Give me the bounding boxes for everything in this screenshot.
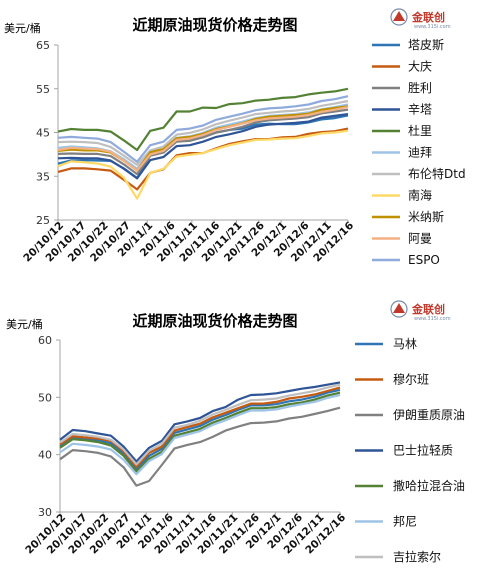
series-line-邦尼 bbox=[59, 393, 341, 476]
series-line-阿曼 bbox=[57, 106, 349, 172]
y-tick-label: 60 bbox=[38, 334, 52, 347]
series-line-南海 bbox=[57, 129, 349, 200]
legend-label: 南海 bbox=[408, 188, 432, 203]
series-line-辛塔 bbox=[57, 113, 349, 180]
logo-1: 金联创 www.315i.com bbox=[390, 8, 451, 30]
logo-1-subtext: www.315i.com bbox=[414, 24, 451, 30]
legend-label: 布伦特Dtd bbox=[408, 166, 466, 181]
y-tick-label: 35 bbox=[36, 170, 50, 183]
legend-label: 杜里 bbox=[408, 123, 432, 138]
logo-2: 金联创 www.315i.com bbox=[390, 300, 451, 322]
legend-label: 米纳斯 bbox=[408, 210, 444, 224]
legend-label: 邦尼 bbox=[393, 515, 417, 529]
series-line-杜里 bbox=[57, 87, 349, 152]
logo-1-mark-icon bbox=[393, 11, 405, 21]
chart-2-svg: 近期原油现货价格走势图 美元/桶 金联创 www.315i.com 30 40 50… bbox=[6, 300, 465, 564]
logo-1-text: 金联创 bbox=[411, 10, 445, 24]
legend-label: 吉拉索尔 bbox=[393, 549, 441, 564]
legend-label: 伊朗重质原油 bbox=[393, 408, 465, 422]
series-line-巴士拉轻质 bbox=[59, 381, 341, 463]
series-line-胜利 bbox=[57, 108, 349, 176]
legend-label: 胜利 bbox=[408, 80, 432, 95]
y-tick-label: 65 bbox=[36, 39, 50, 52]
chart-panel-2: 近期原油现货价格走势图 美元/桶 金联创 www.315i.com 30 40 50… bbox=[0, 292, 495, 584]
series-line-马林 bbox=[59, 388, 341, 471]
legend-label: 撒哈拉混合油 bbox=[393, 478, 465, 493]
legend-label: 巴士拉轻质 bbox=[393, 443, 453, 458]
series-line-布伦特Dtd bbox=[57, 99, 349, 166]
legend-label: 马林 bbox=[393, 337, 417, 351]
y-tick-label: 45 bbox=[36, 127, 50, 140]
series-line-穆尔班 bbox=[59, 386, 341, 468]
legend-label: 迪拜 bbox=[408, 146, 432, 160]
series-line-ESPO bbox=[57, 95, 349, 163]
logo-2-text: 金联创 bbox=[411, 302, 445, 316]
chart-1-title: 近期原油现货价格走势图 bbox=[132, 16, 297, 34]
y-tick-label: 55 bbox=[36, 83, 50, 96]
legend-label: 大庆 bbox=[408, 60, 432, 74]
chart-2-title: 近期原油现货价格走势图 bbox=[132, 312, 297, 330]
legend-label: 辛塔 bbox=[408, 103, 432, 117]
legend-label: 塔皮斯 bbox=[408, 38, 444, 52]
series-line-吉拉索尔 bbox=[59, 383, 341, 466]
logo-2-subtext: www.315i.com bbox=[414, 316, 451, 322]
chart-2-unit-label: 美元/桶 bbox=[6, 317, 43, 331]
series-line-撒哈拉混合油 bbox=[59, 391, 341, 473]
y-tick-label: 50 bbox=[38, 391, 52, 404]
y-tick-label: 25 bbox=[36, 214, 50, 227]
legend-label: ESPO bbox=[408, 253, 440, 267]
series-line-伊朗重质原油 bbox=[59, 406, 341, 487]
chart-1-unit-label: 美元/桶 bbox=[4, 21, 41, 35]
y-tick-label: 30 bbox=[38, 506, 52, 519]
logo-2-mark-icon bbox=[393, 303, 405, 313]
chart-panel-1: 近期原油现货价格走势图 美元/桶 金联创 www.315i.com 25 35 45… bbox=[4, 8, 466, 267]
chart-1-svg: 近期原油现货价格走势图 美元/桶 金联创 www.315i.com 25 35 45… bbox=[4, 8, 466, 267]
legend-label: 阿曼 bbox=[408, 232, 432, 246]
legend-label: 穆尔班 bbox=[393, 372, 429, 387]
y-tick-label: 40 bbox=[38, 449, 52, 462]
